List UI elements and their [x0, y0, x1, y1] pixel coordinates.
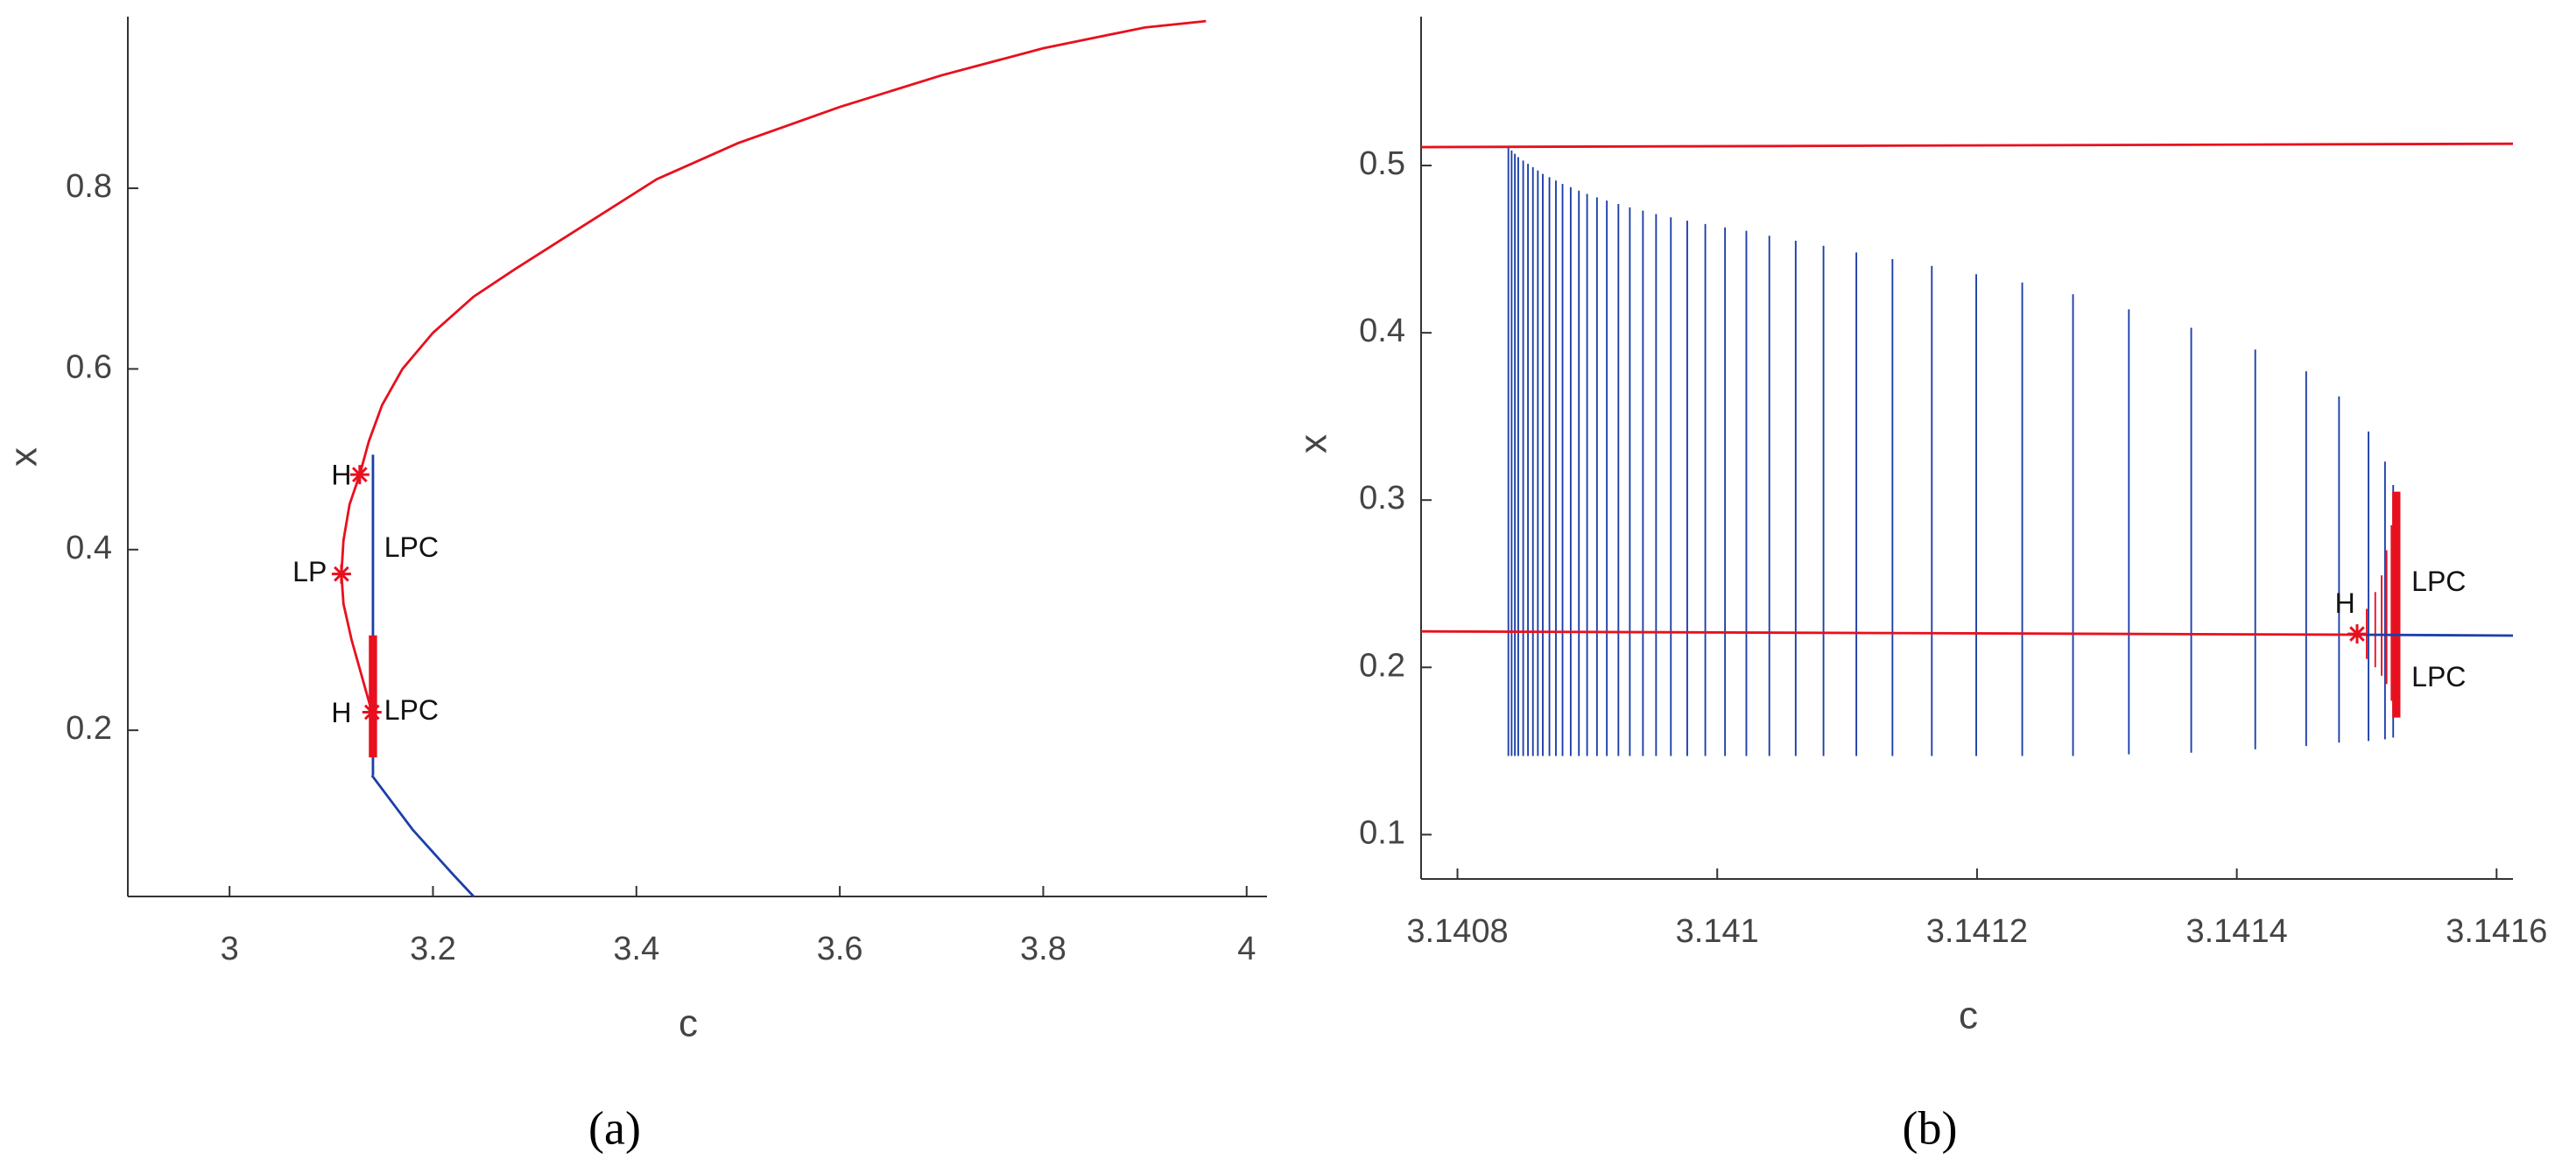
curve	[340, 19, 1207, 713]
y-tick-label: 0.4	[66, 530, 112, 566]
x-tick-label: 3.4	[613, 931, 659, 967]
annotation: LPC	[2411, 566, 2466, 597]
x-tick-label: 3.2	[410, 931, 456, 967]
x-tick-label: 3.1408	[1406, 913, 1508, 950]
y-tick-label: 0.3	[1359, 480, 1405, 517]
y-axis-label: x	[3, 447, 46, 467]
annotation: H	[331, 697, 351, 728]
curve	[2356, 633, 2514, 637]
annotation: LPC	[384, 531, 439, 563]
curve	[370, 774, 475, 897]
x-tick-label: 3.141	[1676, 913, 1759, 950]
curve	[1420, 629, 2357, 636]
x-axis-label: c	[1959, 995, 1978, 1037]
y-tick-label: 0.5	[1359, 145, 1405, 182]
x-tick-label: 3.6	[817, 931, 863, 967]
annotation: H	[2335, 587, 2355, 619]
annotation: LPC	[2411, 661, 2466, 692]
annotation: LPC	[384, 694, 439, 726]
marker-stroke	[352, 467, 368, 482]
y-tick-label: 0.4	[1359, 313, 1405, 349]
marker-stroke	[334, 566, 349, 582]
x-tick-label: 3.8	[1020, 931, 1066, 967]
annotation: H	[331, 460, 351, 491]
caption: (a)	[588, 1101, 641, 1154]
bifurcation-marker	[349, 465, 370, 485]
annotation: LP	[292, 556, 327, 587]
y-tick-label: 0.8	[66, 168, 112, 205]
x-tick-label: 3	[221, 931, 239, 967]
marker-stroke	[2349, 626, 2365, 642]
y-tick-label: 0.6	[66, 348, 112, 385]
curve	[1420, 142, 2514, 149]
bifurcation-marker	[2347, 624, 2367, 644]
y-tick-label: 0.1	[1359, 814, 1405, 851]
marker-stroke	[363, 704, 380, 721]
x-axis-label: c	[679, 1002, 698, 1045]
caption: (b)	[1903, 1101, 1958, 1154]
y-tick-label: 0.2	[66, 710, 112, 747]
y-tick-label: 0.2	[1359, 647, 1405, 684]
x-tick-label: 4	[1237, 931, 1256, 967]
x-tick-label: 3.1412	[1926, 913, 2028, 950]
x-tick-label: 3.1414	[2185, 913, 2287, 950]
x-tick-label: 3.1416	[2446, 913, 2547, 950]
bifurcation-marker	[331, 564, 351, 584]
bifurcation-marker	[362, 702, 382, 722]
y-axis-label: x	[1292, 434, 1335, 453]
